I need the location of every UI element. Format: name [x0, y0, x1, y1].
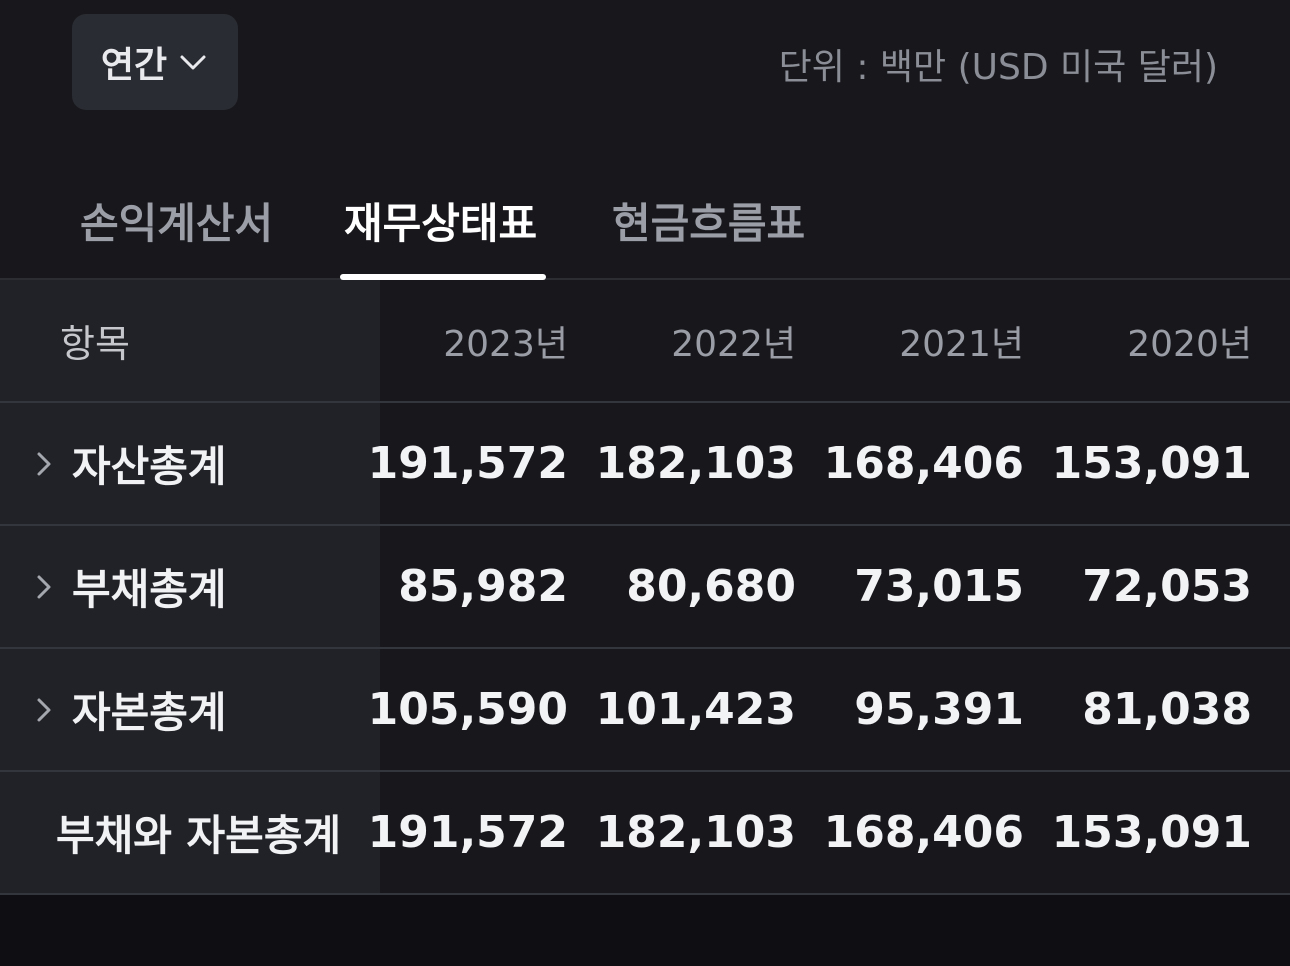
table-row-total-equity[interactable]: 자본총계 105,590 101,423 95,391 81,038: [0, 649, 1290, 772]
value-cell: 168,406: [823, 807, 1024, 858]
value-cell: 153,091: [1051, 807, 1252, 858]
value-cell: 101,423: [595, 684, 796, 735]
chevron-right-icon: [37, 575, 51, 598]
value-cell: 72,053: [1082, 561, 1252, 612]
value-cell: 85,982: [398, 561, 568, 612]
statement-tabs: 손익계산서 재무상태표 현금흐름표: [0, 160, 1290, 280]
row-expand-toggle[interactable]: 자산총계: [0, 403, 380, 524]
header-year-cell: 2023년: [443, 323, 568, 365]
value-cell: 168,406: [823, 438, 1024, 489]
row-label: 자산총계: [72, 442, 227, 491]
period-dropdown-button[interactable]: 연간: [72, 14, 238, 110]
header-year-cell: 2022년: [671, 323, 796, 365]
row-label: 자본총계: [72, 688, 227, 737]
bottom-area: [0, 895, 1290, 966]
tab-balance-sheet[interactable]: 재무상태표: [344, 199, 538, 248]
value-cell: 73,015: [854, 561, 1024, 612]
row-expand-toggle[interactable]: 자본총계: [0, 649, 380, 770]
row-label: 부채와 자본총계: [56, 811, 342, 860]
value-cell: 191,572: [367, 438, 568, 489]
row-label: 부채총계: [72, 565, 227, 614]
unit-label: 단위 : 백만 (USD 미국 달러): [778, 47, 1218, 88]
chevron-right-icon: [37, 452, 51, 475]
value-cell: 95,391: [854, 684, 1024, 735]
header-year-cell: 2020년: [1127, 323, 1252, 365]
value-cell: 81,038: [1082, 684, 1252, 735]
table-row-total-liabilities-and-equity: 부채와 자본총계 191,572 182,103 168,406 153,091: [0, 772, 1290, 895]
value-cell: 182,103: [595, 438, 796, 489]
balance-sheet-table: 항목 2023년 2022년 2021년 2020년 자산총계 191,572 …: [0, 280, 1290, 895]
row-expand-toggle[interactable]: 부채총계: [0, 526, 380, 647]
value-cell: 182,103: [595, 807, 796, 858]
table-header-row: 항목 2023년 2022년 2021년 2020년: [0, 280, 1290, 403]
value-cell: 191,572: [367, 807, 568, 858]
chevron-down-icon: [180, 55, 206, 70]
period-dropdown-label: 연간: [100, 45, 168, 86]
table-row-total-liabilities[interactable]: 부채총계 85,982 80,680 73,015 72,053: [0, 526, 1290, 649]
active-tab-indicator: [340, 274, 546, 280]
value-cell: 80,680: [626, 561, 796, 612]
header-item-cell: 항목: [0, 280, 380, 401]
value-cell: 153,091: [1051, 438, 1252, 489]
row-label-cell: 부채와 자본총계: [0, 772, 380, 893]
tab-income-statement[interactable]: 손익계산서: [80, 199, 274, 248]
chevron-right-icon: [37, 698, 51, 721]
value-cell: 105,590: [367, 684, 568, 735]
tab-cash-flow[interactable]: 현금흐름표: [612, 199, 806, 248]
table-row-total-assets[interactable]: 자산총계 191,572 182,103 168,406 153,091: [0, 403, 1290, 526]
header-year-cell: 2021년: [899, 323, 1024, 365]
